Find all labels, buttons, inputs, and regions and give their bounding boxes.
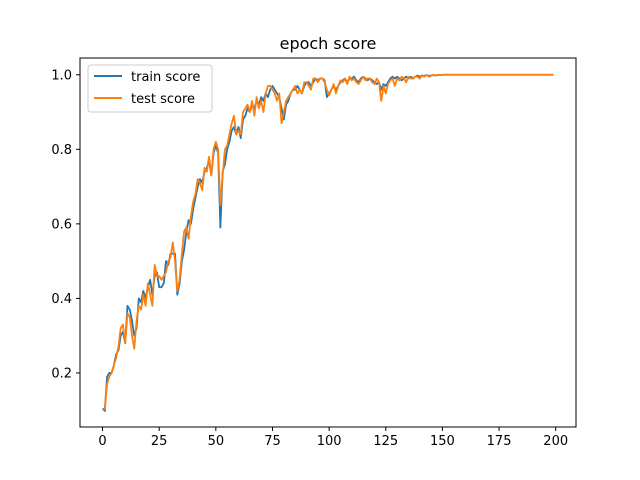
legend: train score test score — [87, 64, 213, 113]
x-tick-label: 75 — [264, 434, 281, 449]
x-tick-label: 0 — [98, 434, 106, 449]
y-tick-label: 0.6 — [51, 217, 72, 232]
x-tick-label: 200 — [543, 434, 568, 449]
legend-label-test-score: test score — [131, 92, 195, 107]
series-line-test-score — [101, 73, 554, 411]
y-tick-label: 1.0 — [51, 68, 72, 83]
x-tick-label: 125 — [373, 434, 398, 449]
y-tick-label: 0.8 — [51, 143, 72, 158]
series-line-train-score — [101, 73, 554, 412]
x-tick-label: 25 — [151, 434, 168, 449]
x-tick-label: 150 — [430, 434, 455, 449]
y-axis-ticks: 0.2 0.4 0.6 0.8 1.0 — [51, 68, 80, 381]
axes-frame — [79, 57, 577, 428]
chart-title: epoch score — [280, 34, 377, 53]
x-tick-label: 175 — [487, 434, 512, 449]
plot-lines — [101, 73, 554, 412]
y-tick-label: 0.4 — [51, 292, 72, 307]
x-tick-label: 100 — [317, 434, 342, 449]
x-axis-ticks: 0 25 50 75 100 125 150 175 200 — [98, 427, 568, 449]
y-tick-label: 0.2 — [51, 366, 72, 381]
x-tick-label: 50 — [208, 434, 225, 449]
legend-label-train-score: train score — [131, 70, 200, 85]
